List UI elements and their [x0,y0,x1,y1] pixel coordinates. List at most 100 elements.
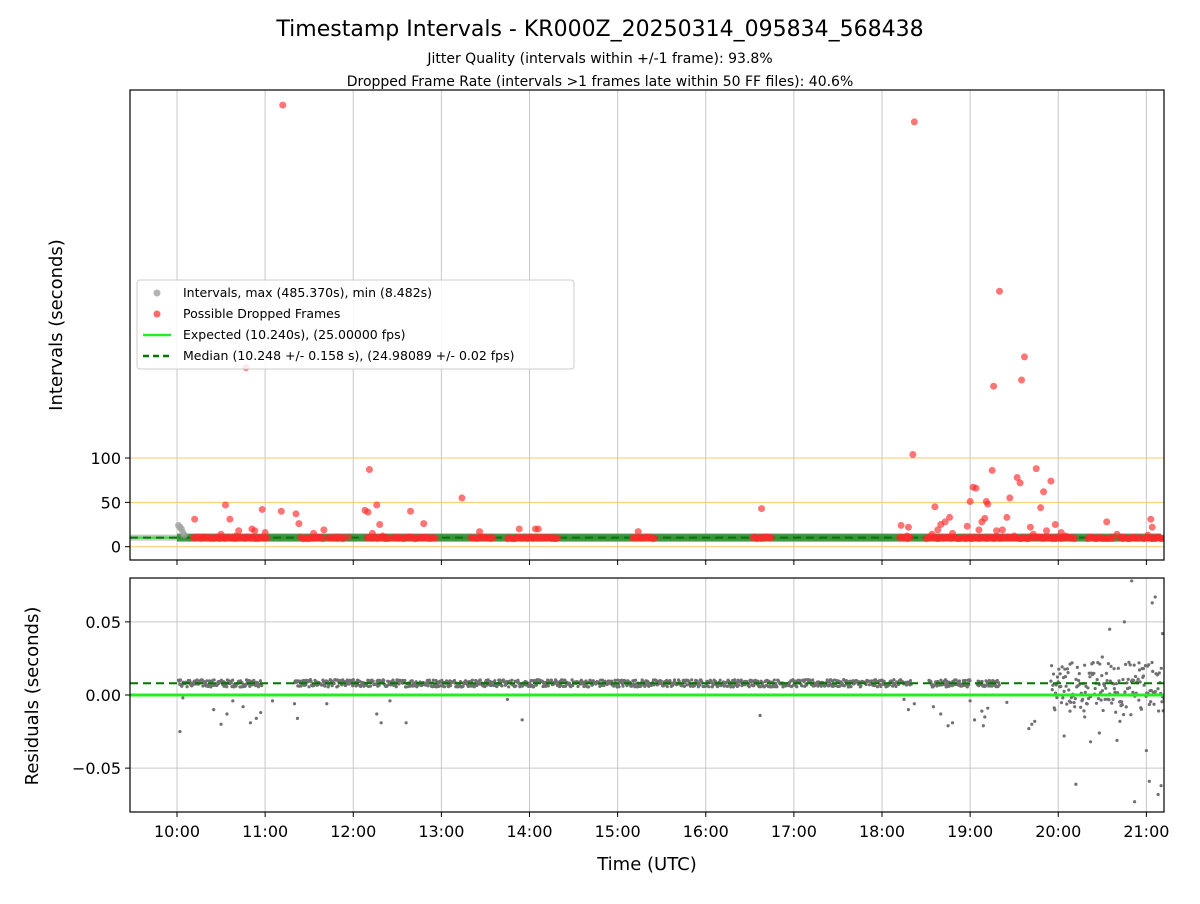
chart-title: Timestamp Intervals - KR000Z_20250314_09… [275,17,923,42]
residual-point [452,678,457,683]
residual-point [1114,710,1118,714]
residual-point [1153,595,1157,599]
residual-point [351,678,355,682]
dropped-frame-point [934,526,942,534]
residual-point [825,678,829,682]
residual-point [1062,689,1066,693]
dropped-frame-point [489,534,497,542]
bottom-y-tick-label: −0.05 [72,759,121,778]
dropped-frame-point [295,520,303,528]
residual-point [587,685,591,689]
dropped-frame-point [261,529,269,537]
residual-point [270,699,275,703]
residual-point [1096,697,1101,701]
residual-point [939,712,943,716]
dropped-frame-point [975,526,983,534]
residual-point [756,679,760,683]
residual-point [507,685,511,689]
residual-point [986,706,990,710]
dropped-frame-point [998,526,1006,534]
residual-point [1065,667,1070,671]
residual-point [1053,708,1057,712]
residual-point [1104,686,1108,690]
residual-point [448,684,453,688]
residual-point [747,685,751,689]
residual-point [563,678,567,682]
residual-point [1133,800,1137,804]
residual-point [1129,713,1133,717]
dropped-frame-point [1003,513,1011,521]
residual-point [1065,702,1069,706]
residual-point [1131,690,1135,694]
residual-point [1121,677,1125,682]
residual-point [520,718,524,722]
residual-point [800,684,804,688]
dropped-frame-point [191,515,199,523]
residual-point [633,678,638,682]
residuals-plot-area [130,578,1164,812]
residual-point [739,678,743,682]
dropped-frame-point [534,525,542,533]
residual-point [1105,678,1109,683]
residual-point [576,684,580,689]
residual-point [347,682,351,686]
residual-point [332,681,336,686]
residual-point [752,683,756,688]
residual-point [1131,678,1136,682]
residual-point [1033,719,1037,723]
bottom-y-axis-label: Residuals (seconds) [22,607,43,786]
residual-point [1091,661,1095,665]
dropped-frame-point [379,532,387,540]
residual-point [563,684,568,688]
dropped-frame-point [1144,531,1152,539]
residual-point [633,685,637,689]
residual-point [873,683,877,688]
dropped-frame-point [263,534,271,542]
residual-point [983,684,988,688]
residual-point [554,679,558,683]
residual-point [1112,667,1116,671]
residual-point [1050,688,1054,692]
dropped-frame-point [364,508,372,516]
dropped-frame-point [277,507,285,515]
residual-point [382,678,386,683]
residual-point [600,678,605,682]
dropped-frame-point [931,503,939,511]
residual-point [1085,702,1089,706]
residual-point [404,721,408,725]
x-axis-label: Time (UTC) [596,854,697,875]
dropped-frame-point [941,518,949,526]
dropped-frame-point [251,527,259,535]
interval-point [180,531,188,539]
residual-point [532,685,536,689]
top-y-tick-label: 50 [101,493,121,512]
residual-point [775,685,779,689]
residual-point [410,679,414,683]
residual-point [1125,681,1129,685]
residual-point [944,685,948,689]
residual-point [1063,675,1068,679]
residual-point [309,679,313,683]
residual-point [431,678,435,682]
residual-point [737,683,741,687]
dropped-frame-point [310,529,318,537]
legend-label: Median (10.248 +/- 0.158 s), (24.98089 +… [183,348,514,363]
residual-point [498,678,502,682]
residual-point [570,678,574,682]
residual-point [1049,664,1054,668]
dropped-frame-point [1037,504,1045,512]
residual-point [1101,708,1105,713]
residual-point [1088,740,1093,744]
residual-point [1095,678,1099,682]
dropped-frame-point [904,523,912,531]
x-tick-label: 13:00 [418,822,464,841]
dropped-frame-point [966,497,974,505]
residual-point [1083,715,1087,719]
residual-point [1107,698,1111,702]
residual-point [772,678,776,682]
residual-point [981,724,985,728]
residual-point [1155,673,1159,677]
residual-point [1128,663,1132,667]
residual-point [1109,664,1113,669]
